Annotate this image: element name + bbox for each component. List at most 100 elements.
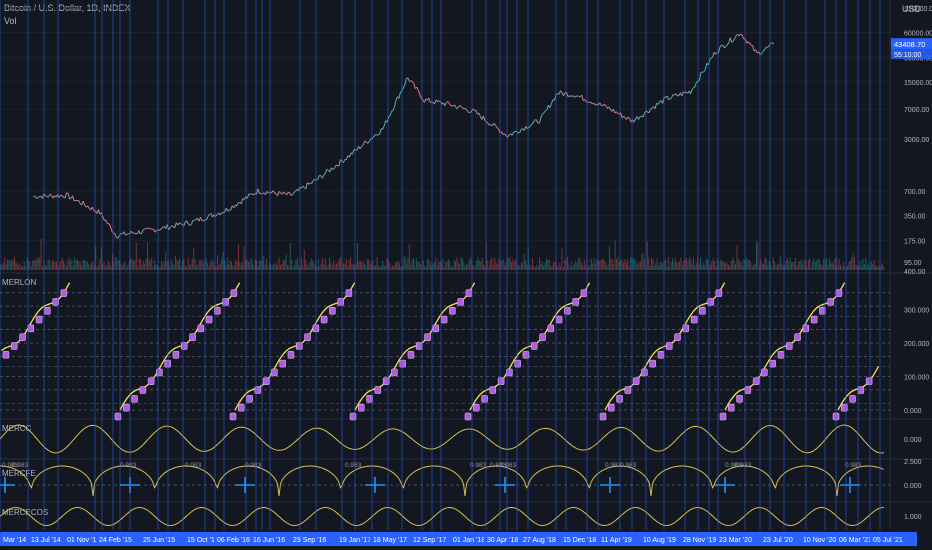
merlon-marker xyxy=(337,298,344,306)
merlon-marker xyxy=(295,342,303,350)
volume-bar xyxy=(120,263,122,270)
volume-bar xyxy=(340,257,342,270)
volume-bar xyxy=(172,263,174,270)
merlon-marker xyxy=(432,324,440,333)
volume-label[interactable]: Vol xyxy=(4,16,17,26)
volume-bar xyxy=(54,262,56,270)
volume-bar xyxy=(291,259,293,270)
volume-bar xyxy=(4,257,6,270)
volume-bar xyxy=(46,265,48,270)
merlon-marker xyxy=(449,306,456,315)
volume-bar xyxy=(799,261,801,270)
volume-bar xyxy=(599,260,601,270)
volume-bar xyxy=(266,258,267,270)
merlon-marker xyxy=(399,359,406,368)
price-tick-label: 175.00 xyxy=(904,238,926,245)
volume-bar xyxy=(12,260,14,270)
volume-bar xyxy=(604,261,606,270)
volume-bar xyxy=(683,260,685,270)
volume-bar xyxy=(680,257,682,270)
volume-bar xyxy=(445,262,447,270)
merlon-tick-label: 300.000 xyxy=(904,308,929,315)
volume-bar xyxy=(551,265,553,270)
volume-bar xyxy=(180,266,182,270)
volume-bar xyxy=(883,266,885,270)
volume-bar xyxy=(820,264,822,270)
volume-bar xyxy=(544,263,546,270)
volume-bar xyxy=(141,264,143,270)
volume-bar xyxy=(336,263,337,270)
volume-bar xyxy=(361,262,363,270)
volume-bar xyxy=(77,259,78,270)
volume-bar xyxy=(406,263,407,270)
merlon-marker xyxy=(699,306,706,315)
volume-bar xyxy=(777,264,778,270)
countdown-tag-bg xyxy=(891,49,932,60)
volume-bar xyxy=(324,258,326,270)
volume-bar xyxy=(448,259,449,270)
volume-bar xyxy=(877,266,879,270)
volume-bar xyxy=(849,260,851,270)
volume-bar xyxy=(449,262,451,270)
volume-bar xyxy=(434,262,435,270)
volume-bar xyxy=(8,259,10,270)
volume-bar xyxy=(365,265,367,270)
volume-bar xyxy=(851,257,853,270)
volume-bar xyxy=(106,264,108,270)
volume-bar xyxy=(231,261,232,270)
volume-bar xyxy=(618,261,620,270)
countdown-tag: 55:10:00 xyxy=(894,52,921,59)
volume-bar xyxy=(817,257,819,270)
merlon-marker xyxy=(197,324,205,333)
volume-bar xyxy=(606,265,608,270)
volume-bar xyxy=(179,258,181,270)
volume-bar xyxy=(638,262,640,270)
volume-bar xyxy=(373,265,375,270)
volume-bar xyxy=(819,260,820,270)
merlon-marker xyxy=(530,342,538,350)
volume-bar xyxy=(323,263,325,270)
merlon-marker xyxy=(287,351,295,359)
volume-bar xyxy=(554,262,556,270)
volume-bar xyxy=(207,263,209,270)
volume-bar xyxy=(831,261,833,270)
volume-bar xyxy=(855,264,857,270)
volume-bar xyxy=(91,262,92,270)
volume-bar xyxy=(736,245,738,270)
merlon-marker xyxy=(777,351,785,359)
volume-bar xyxy=(567,257,568,270)
volume-bar xyxy=(806,266,808,270)
volume-bar xyxy=(667,257,669,270)
volume-bar xyxy=(14,256,15,270)
date-label-bg xyxy=(484,532,531,546)
volume-bar xyxy=(30,266,32,270)
date-label-bg xyxy=(680,532,727,546)
volume-bar xyxy=(61,257,63,270)
volume-bar xyxy=(603,258,605,270)
mercos-pane-label: MERCECOS xyxy=(2,508,49,517)
volume-bar xyxy=(2,263,4,270)
volume-bar xyxy=(375,265,377,270)
volume-bar xyxy=(518,264,519,270)
volume-bar xyxy=(428,259,430,270)
volume-bar xyxy=(296,258,298,270)
volume-bar xyxy=(176,259,178,270)
volume-bar xyxy=(334,264,336,270)
date-label-bg xyxy=(214,532,261,546)
volume-bar xyxy=(793,262,795,270)
merlon-marker xyxy=(44,306,51,315)
merlon-cycle-line xyxy=(469,282,591,411)
volume-bar xyxy=(117,260,119,270)
date-label: 25 Jun '15 xyxy=(143,537,175,544)
volume-bar xyxy=(63,260,64,270)
volume-bar xyxy=(859,260,861,270)
volume-bar xyxy=(557,266,559,270)
date-label: 05 Jul '21 xyxy=(873,537,903,544)
merlon-marker xyxy=(794,333,801,341)
volume-bar xyxy=(462,258,463,270)
volume-bar xyxy=(525,259,526,270)
volume-bar xyxy=(89,266,91,270)
volume-bar xyxy=(698,263,700,270)
volume-bar xyxy=(343,263,344,270)
